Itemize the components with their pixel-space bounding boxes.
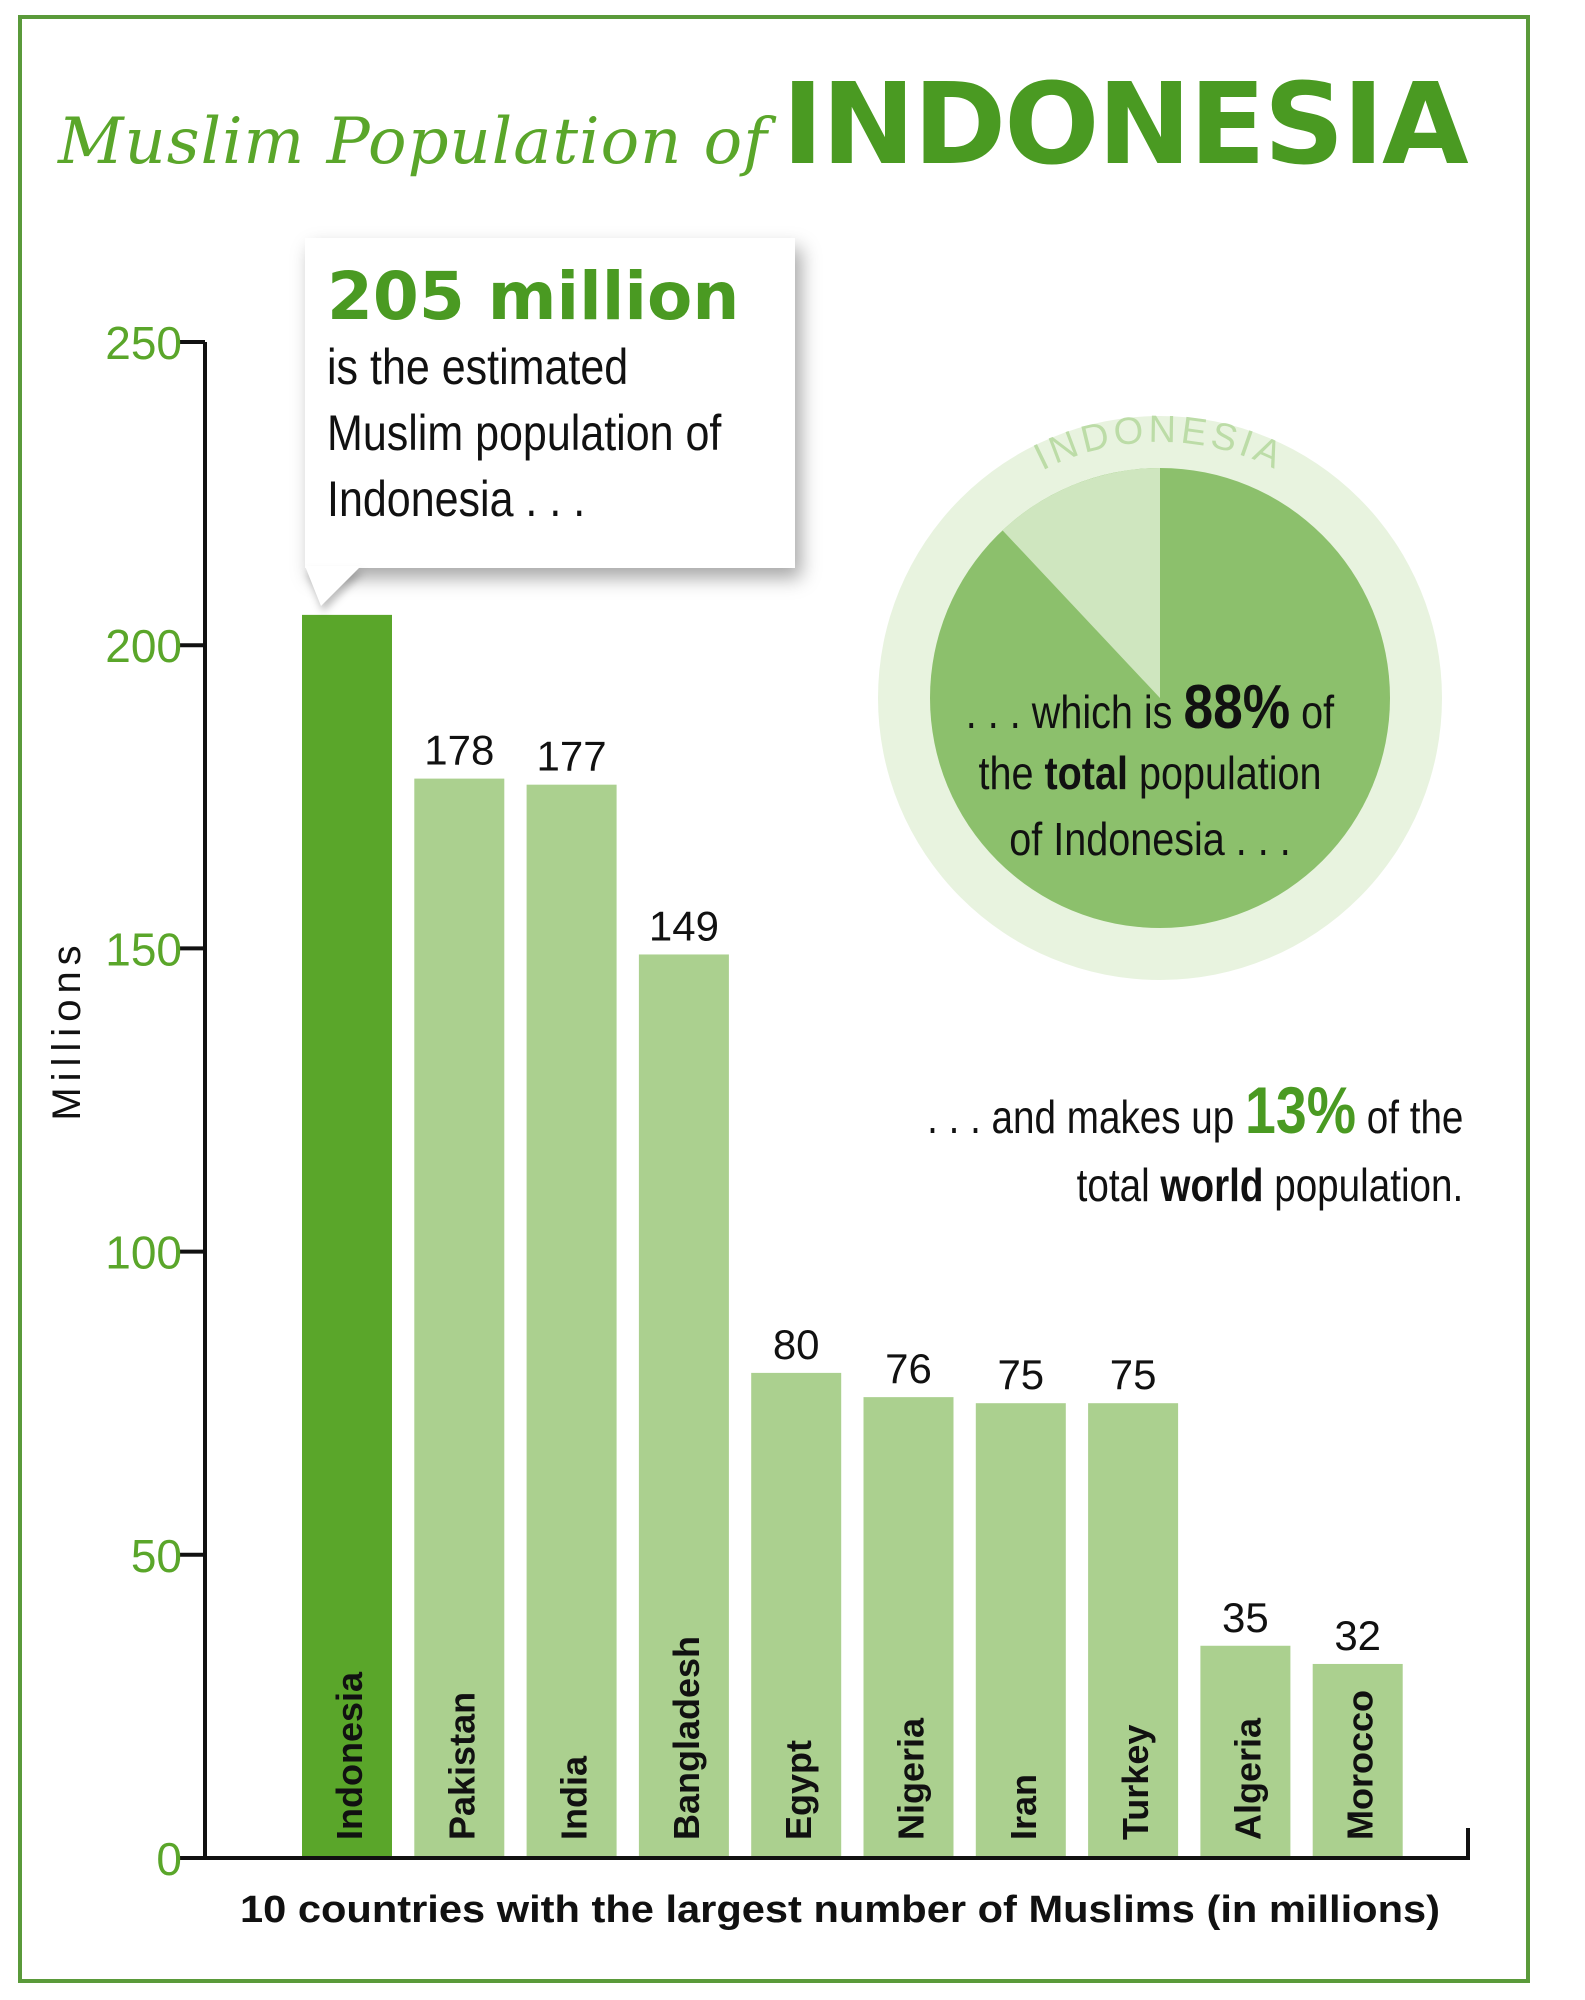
category-label-nigeria: Nigeria xyxy=(891,1717,932,1840)
y-axis-title: Millions xyxy=(45,939,89,1120)
pie-text-line-2: the total population xyxy=(909,746,1391,800)
axes: 0 50 100 150 200 250 Millions 10 countries with… xyxy=(45,317,1470,1931)
value-label-iran: 75 xyxy=(997,1351,1044,1398)
world-note-line-2-post: population. xyxy=(1273,1159,1463,1211)
title-prefix: Muslim Population of xyxy=(58,105,768,179)
category-label-turkey: Turkey xyxy=(1115,1725,1156,1840)
y-tick-label-50: 50 xyxy=(131,1530,182,1582)
world-note-line-2: total world population. xyxy=(1076,1158,1463,1212)
world-note-line-1: . . . and makes up 13% of the xyxy=(927,1072,1463,1148)
bar-algeria xyxy=(1200,1645,1291,1858)
bar-egypt xyxy=(751,1372,842,1858)
value-label-egypt: 80 xyxy=(773,1321,820,1368)
bar-bangladesh xyxy=(638,954,729,1858)
category-label-pakistan: Pakistan xyxy=(441,1692,482,1840)
callout-line-3: Indonesia . . . xyxy=(327,471,586,527)
pie-text-line-1: . . . which is 88% of xyxy=(909,672,1391,743)
page-title: Muslim Population of INDONESIA xyxy=(58,60,1469,190)
category-label-egypt: Egypt xyxy=(778,1740,819,1840)
world-note-post: of the xyxy=(1366,1091,1463,1143)
category-label-bangladesh: Bangladesh xyxy=(666,1636,707,1840)
bar-iran xyxy=(975,1403,1066,1858)
category-label-algeria: Algeria xyxy=(1227,1717,1268,1840)
world-note-pre: . . . and makes up xyxy=(926,1091,1234,1143)
pie-text-line-1-pre: . . . which is xyxy=(965,686,1173,738)
population-callout: 205 million is the estimated Muslim popu… xyxy=(305,238,795,606)
pie-text-line-2-pre: the xyxy=(978,747,1034,799)
y-tick-label-0: 0 xyxy=(156,1833,182,1885)
world-share-value: 13% xyxy=(1244,1073,1356,1147)
indonesia-pie-chart: INDONESIA xyxy=(878,409,1442,980)
value-label-turkey: 75 xyxy=(1110,1351,1157,1398)
pie-text-line-2-post: population xyxy=(1138,747,1322,799)
callout-headline: 205 million xyxy=(327,258,740,335)
bar-india xyxy=(526,784,617,1858)
infographic-frame xyxy=(18,15,1530,1983)
category-label-morocco: Morocco xyxy=(1340,1690,1381,1840)
value-label-pakistan: 178 xyxy=(424,727,494,774)
world-note-line-2-bold: world xyxy=(1160,1159,1264,1211)
y-tick-label-200: 200 xyxy=(105,620,182,672)
value-label-nigeria: 76 xyxy=(885,1345,932,1392)
bar-pakistan xyxy=(414,778,505,1859)
bars: Indonesia 178 Pakistan 177 India 149 Banglades… xyxy=(302,614,1403,1859)
bar-turkey xyxy=(1088,1403,1179,1858)
pie-share-value: 88% xyxy=(1183,673,1291,742)
x-axis-title: 10 countries with the largest number of … xyxy=(240,1889,1440,1931)
y-tick-label-100: 100 xyxy=(105,1227,182,1279)
pie-other-share xyxy=(1002,468,1160,698)
callout-pointer xyxy=(305,566,361,606)
value-label-algeria: 35 xyxy=(1222,1594,1269,1641)
bar-nigeria xyxy=(863,1397,954,1858)
callout-line-2: Muslim population of xyxy=(327,405,722,461)
bar-morocco xyxy=(1312,1663,1403,1858)
pie-text-line-3: of Indonesia . . . xyxy=(1009,813,1291,865)
category-label-india: India xyxy=(554,1755,595,1840)
value-label-morocco: 32 xyxy=(1334,1612,1381,1659)
value-label-india: 177 xyxy=(537,733,607,780)
y-tick-label-150: 150 xyxy=(105,923,182,975)
pie-text-line-1-post: of xyxy=(1301,686,1335,738)
callout-line-1: is the estimated xyxy=(327,339,629,395)
title-main: INDONESIA xyxy=(781,60,1469,190)
callout-box xyxy=(305,238,795,568)
category-label-indonesia: Indonesia xyxy=(329,1671,370,1840)
y-tick-label-250: 250 xyxy=(105,317,182,369)
value-label-bangladesh: 149 xyxy=(649,902,719,949)
bar-indonesia xyxy=(302,614,392,1858)
world-note-line-2-pre: total xyxy=(1076,1159,1150,1211)
category-label-iran: Iran xyxy=(1003,1774,1044,1840)
pie-text-line-2-bold: total xyxy=(1044,747,1128,799)
